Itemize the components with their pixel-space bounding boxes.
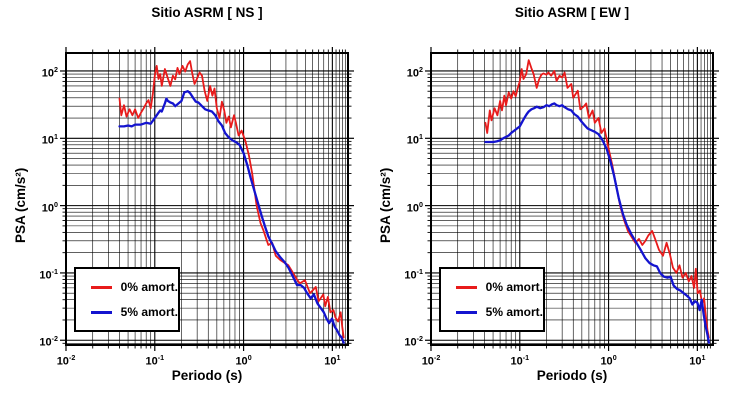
x-tick-label: 100 xyxy=(235,354,252,368)
x-tick-label: 10-2 xyxy=(56,354,76,368)
red-line-swatch xyxy=(91,285,112,289)
plot-frame xyxy=(65,52,349,346)
y-tick-label: 10-1 xyxy=(404,267,423,282)
y-tick-label: 10-1 xyxy=(39,267,58,282)
plot-frame xyxy=(430,52,714,346)
x-tick-label: 10-2 xyxy=(421,354,441,368)
minor-ticks xyxy=(427,49,717,349)
y-tick-label: 102 xyxy=(406,65,423,80)
x-tick-label: 10-1 xyxy=(145,354,165,368)
y-tick-label: 10-2 xyxy=(39,335,58,349)
legend-item-5pct: 5% amort. xyxy=(456,305,543,319)
series-line-1 xyxy=(484,102,711,344)
x-tick-label: 101 xyxy=(689,354,706,368)
legend-item-0pct: 0% amort. xyxy=(456,280,543,294)
blue-line-swatch xyxy=(91,310,112,314)
plot-title-ew: Sitio ASRM [ EW ] xyxy=(514,5,630,20)
major-ticks xyxy=(60,47,354,351)
minor-ticks xyxy=(62,49,352,349)
legend: 0% amort. 5% amort. xyxy=(74,267,180,332)
red-line-swatch xyxy=(456,285,477,289)
legend: 0% amort. 5% amort. xyxy=(439,267,545,332)
series-line-0 xyxy=(484,59,710,339)
x-tick-label: 10-1 xyxy=(510,354,530,368)
y-tick-label: 100 xyxy=(406,200,423,215)
y-tick-label: 10-2 xyxy=(404,335,423,349)
plot-ns: Sitio ASRM [ NS ] PSA (cm/s²) Periodo (s… xyxy=(13,5,354,383)
series-line-1 xyxy=(118,90,345,344)
major-ticks xyxy=(425,47,719,351)
series-line-0 xyxy=(118,60,345,339)
plot-ew: Sitio ASRM [ EW ] PSA (cm/s²) Periodo (s… xyxy=(365,0,730,400)
legend-label: 0% amort. xyxy=(120,280,178,294)
y-tick-label: 101 xyxy=(41,133,58,147)
x-axis-label: Periodo (s) xyxy=(536,368,608,383)
legend-item-5pct: 5% amort. xyxy=(91,305,178,319)
legend-label: 5% amort. xyxy=(485,305,543,319)
plot-title-ns: Sitio ASRM [ NS ] xyxy=(151,5,263,20)
y-tick-label: 102 xyxy=(41,65,58,80)
x-tick-label: 100 xyxy=(600,354,617,368)
blue-line-swatch xyxy=(456,310,477,314)
x-tick-label: 101 xyxy=(324,354,341,368)
legend-label: 0% amort. xyxy=(485,280,543,294)
legend-item-0pct: 0% amort. xyxy=(91,280,178,294)
legend-label: 5% amort. xyxy=(120,305,178,319)
x-axis-label: Periodo (s) xyxy=(171,368,243,383)
y-tick-label: 100 xyxy=(41,200,58,215)
y-tick-label: 101 xyxy=(406,133,423,147)
